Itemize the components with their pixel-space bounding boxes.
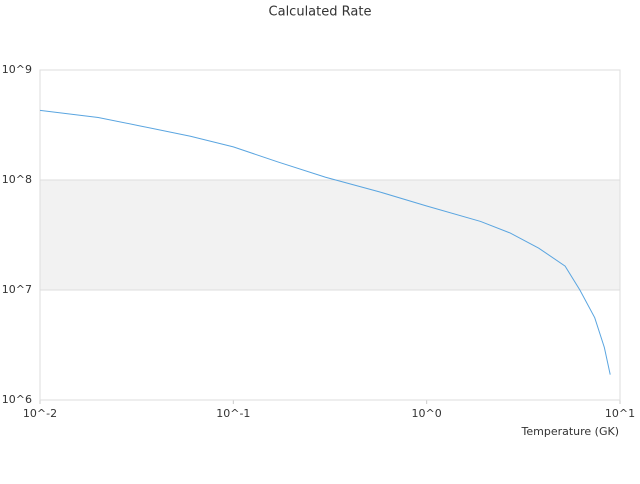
x-tick-label: 10^0 — [412, 407, 442, 420]
data-line — [39, 109, 611, 375]
y-tick-label: 10^8 — [2, 173, 32, 186]
x-tick-label: 10^-2 — [23, 407, 57, 420]
x-axis-label: Temperature (GK) — [521, 425, 620, 438]
chart-title: Calculated Rate — [269, 5, 372, 20]
y-tick-label: 10^9 — [2, 63, 32, 76]
x-tick-label: 10^1 — [605, 407, 635, 420]
plot-band — [40, 180, 620, 290]
x-tick-label: 10^-1 — [216, 407, 250, 420]
plot-border — [39, 69, 621, 401]
y-tick-label: 10^6 — [2, 393, 32, 406]
y-tick-label: 10^7 — [2, 283, 32, 296]
